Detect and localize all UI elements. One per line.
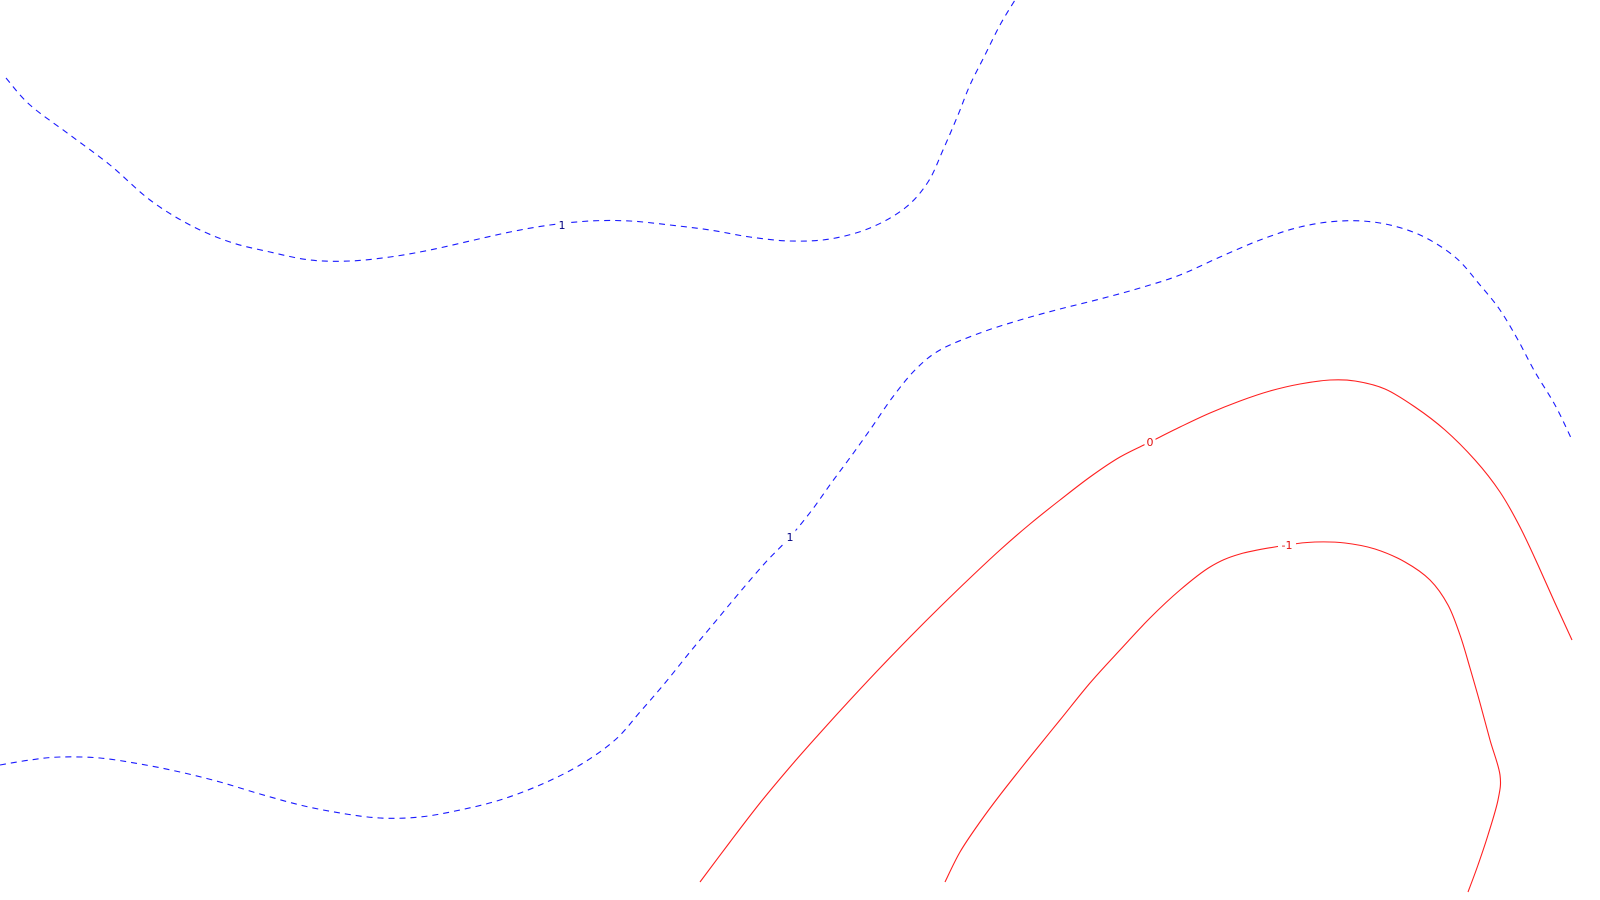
contour-labels-group: 1 1 0 -1 [556,218,1296,552]
contour-level-1-lower-label: 1 [787,531,794,544]
contour-level-1-lower [0,220,1573,819]
contour-level-0-label: 0 [1147,436,1154,449]
contour-level-1-upper-label: 1 [559,219,566,232]
contour-level-minus1-label: -1 [1282,539,1293,552]
contour-level-1-upper [5,0,1016,262]
contour-level-1-lower-label-bg [784,530,796,543]
contour-level-minus1-label-bg [1278,538,1296,551]
contour-lines-group [0,0,1573,893]
contour-level-0 [699,379,1573,883]
contour-level-minus1 [944,541,1502,893]
contour-level-0-label-bg [1144,435,1156,448]
contour-level-1-upper-label-bg [556,218,568,231]
